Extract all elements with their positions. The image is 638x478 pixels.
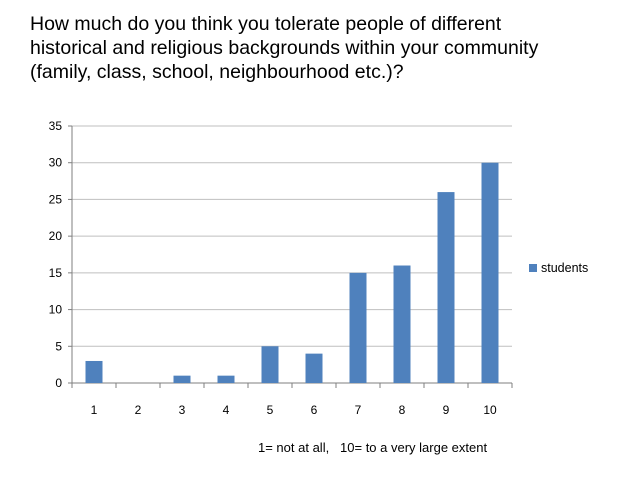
x-tick-label: 3 (179, 403, 186, 417)
bar (481, 162, 499, 383)
bar (393, 265, 411, 383)
legend-swatch (529, 264, 537, 272)
bar (261, 346, 279, 383)
x-tick-label: 10 (483, 403, 497, 417)
bar (217, 375, 235, 383)
x-tick-label: 9 (443, 403, 450, 417)
x-axis: 1 2 3 4 5 6 7 8 9 10 (71, 382, 513, 417)
x-tick-label: 8 (399, 403, 406, 417)
legend-label-students: students (541, 261, 588, 275)
y-tick-label: 25 (49, 192, 63, 206)
y-tick-label: 5 (55, 339, 62, 353)
bar (305, 353, 323, 383)
x-tick-label: 7 (355, 403, 362, 417)
bar (437, 192, 455, 383)
y-axis: 0 5 10 15 20 25 30 35 (49, 119, 73, 390)
x-tick-label: 5 (267, 403, 274, 417)
x-tick-label: 4 (223, 403, 230, 417)
y-tick-label: 0 (55, 376, 62, 390)
x-tick-label: 6 (311, 403, 318, 417)
chart-title-line-2: historical and religious backgrounds wit… (30, 37, 539, 59)
bar (85, 360, 103, 383)
legend: students (529, 261, 588, 275)
bar (173, 375, 191, 383)
y-tick-label: 35 (49, 119, 63, 133)
bars (85, 162, 499, 383)
scale-annotation: 1= not at all, 10= to a very large exten… (258, 440, 488, 455)
y-tick-label: 30 (49, 156, 63, 170)
y-tick-label: 15 (49, 266, 63, 280)
chart-title: How much do you think you tolerate peopl… (30, 12, 620, 84)
bar (349, 272, 367, 383)
y-tick-label: 10 (49, 303, 63, 317)
x-tick-label: 1 (91, 403, 98, 417)
x-tick-label: 2 (135, 403, 142, 417)
chart-title-line-3: (family, class, school, neighbourhood et… (30, 61, 404, 83)
chart-title-line-1: How much do you think you tolerate peopl… (30, 13, 502, 35)
y-tick-label: 20 (49, 229, 63, 243)
